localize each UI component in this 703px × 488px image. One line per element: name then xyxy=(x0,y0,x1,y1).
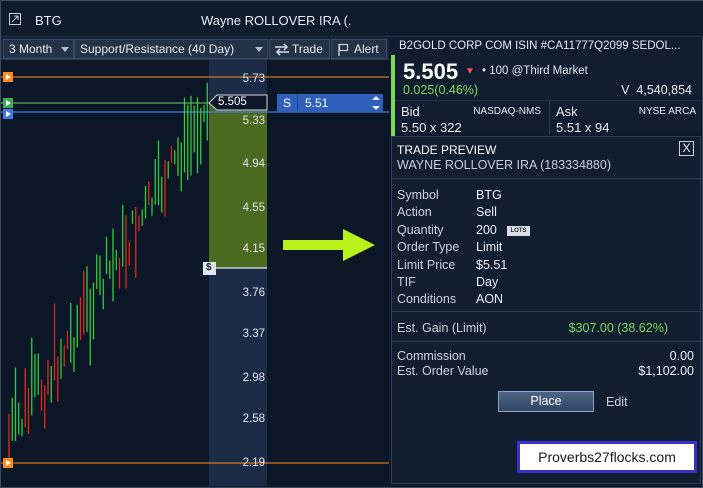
flag-icon xyxy=(338,43,349,56)
ask-box[interactable]: Ask NYSE ARCA 5.51 x 94 xyxy=(549,101,702,135)
row-key: Limit Price xyxy=(397,258,456,272)
security-description: B2GOLD CORP COM ISIN #CA11777Q2099 SEDOL… xyxy=(399,40,681,52)
row-value: Day xyxy=(476,275,499,289)
limit-order-tag[interactable] xyxy=(277,94,383,112)
gain-label: Est. Gain (Limit) xyxy=(397,321,487,335)
price-tick: 5.73 xyxy=(242,73,265,85)
preview-account: WAYNE ROLLOVER IRA (183334880) xyxy=(397,158,611,172)
arrow-down-icon: ▼ xyxy=(465,66,475,77)
last-price-flag xyxy=(208,94,268,111)
chevron-down-icon[interactable] xyxy=(372,106,380,110)
row-value: AON xyxy=(476,292,504,306)
last-price-label: 5.505 xyxy=(218,96,247,108)
row-value: $5.51 xyxy=(476,258,508,272)
volume: V 4,540,854 xyxy=(621,83,692,97)
chevron-down-icon xyxy=(61,47,69,52)
alert-button[interactable]: Alert xyxy=(331,39,387,59)
trade-preview-panel: TRADE PREVIEW WAYNE ROLLOVER IRA (183334… xyxy=(391,136,702,484)
volume-label: V xyxy=(621,83,630,97)
limit-price-label: 5.51 xyxy=(305,96,329,110)
price-chart[interactable]: 5.73 5.33 4.94 4.55 4.15 3.76 3.37 2.98 … xyxy=(1,60,389,486)
price-tick: 3.37 xyxy=(242,328,265,340)
price-tick: 3.76 xyxy=(242,287,265,299)
watermark-text: Proverbs27flocks.com xyxy=(520,444,694,470)
candlestick-chart[interactable] xyxy=(1,60,389,486)
bid-value: 5.50 x 322 xyxy=(401,120,462,135)
tag-divider xyxy=(297,95,298,111)
price-tick: 2.58 xyxy=(242,413,265,425)
account-title[interactable]: Wayne ROLLOVER IRA (. xyxy=(201,13,352,28)
symbol-title[interactable]: BTG xyxy=(35,13,62,28)
order-value-label: Est. Order Value xyxy=(397,364,489,378)
preview-title: TRADE PREVIEW xyxy=(397,143,497,157)
divider xyxy=(392,178,702,179)
row-key: Order Type xyxy=(397,240,460,254)
chevron-down-icon xyxy=(255,47,263,52)
gain-value: $307.00 (38.62%) xyxy=(568,321,668,335)
title-bar: BTG Wayne ROLLOVER IRA (. xyxy=(1,1,703,37)
lots-badge: LOTS xyxy=(507,226,530,236)
bid-box[interactable]: Bid NASDAQ-NMS 5.50 x 322 xyxy=(395,101,547,135)
bid-exchange: NASDAQ-NMS xyxy=(473,106,541,117)
time-range-dropdown[interactable]: 3 Month xyxy=(3,39,74,59)
row-key: Conditions xyxy=(397,292,457,306)
play-icon xyxy=(6,111,11,117)
alert-label: Alert xyxy=(354,42,379,56)
last-size: • 100 @Third Market xyxy=(482,65,588,77)
ask-exchange: NYSE ARCA xyxy=(638,106,696,117)
divider xyxy=(392,311,702,312)
symbol-link-icon[interactable] xyxy=(9,13,21,25)
close-icon[interactable]: X xyxy=(679,141,694,156)
price-tick: 4.15 xyxy=(242,243,265,255)
price-tick: 4.55 xyxy=(242,202,265,214)
row-key: Symbol xyxy=(397,188,439,202)
study-dropdown[interactable]: Support/Resistance (40 Day) xyxy=(74,39,268,59)
row-value: BTG xyxy=(476,188,502,202)
last-size-text: 100 @Third Market xyxy=(489,65,588,77)
candles xyxy=(8,82,208,466)
play-icon xyxy=(6,100,11,106)
watermark-box: Proverbs27flocks.com xyxy=(517,441,697,473)
play-icon xyxy=(6,74,11,80)
dollar-icon: $ xyxy=(206,262,212,273)
last-price: 5.505 xyxy=(403,59,459,84)
edit-order-button[interactable]: Edit xyxy=(606,395,628,409)
arrow-right-icon xyxy=(283,229,375,261)
row-value: Limit xyxy=(476,240,503,254)
quote-panel: B2GOLD CORP COM ISIN #CA11777Q2099 SEDOL… xyxy=(391,38,702,170)
ask-label: Ask xyxy=(556,104,578,119)
volume-value: 4,540,854 xyxy=(636,83,692,97)
time-range-label: 3 Month xyxy=(9,42,53,56)
row-value: Sell xyxy=(476,205,497,219)
trade-arrows-icon xyxy=(275,43,289,56)
place-order-button[interactable]: Place xyxy=(498,391,594,412)
commission-label: Commission xyxy=(397,349,466,363)
trade-label: Trade xyxy=(292,42,323,56)
price-change: 0.025(0.46%) xyxy=(403,83,479,97)
order-value: $1,102.00 xyxy=(638,364,694,378)
row-value: 200 xyxy=(476,223,497,237)
cost-basis-marker[interactable] xyxy=(203,262,216,275)
ask-value: 5.51 x 94 xyxy=(556,120,610,135)
study-label: Support/Resistance (40 Day) xyxy=(80,42,235,56)
row-key: Action xyxy=(397,205,432,219)
commission-value: 0.00 xyxy=(669,349,694,363)
divider xyxy=(392,341,702,342)
chevron-up-icon[interactable] xyxy=(372,96,380,100)
quote-status-bar xyxy=(391,55,395,170)
price-tick: 2.19 xyxy=(242,457,265,469)
limit-side-label: S xyxy=(283,96,292,110)
bid-label: Bid xyxy=(401,104,420,119)
row-key: Quantity xyxy=(397,223,444,237)
chart-toolbar: 3 Month Support/Resistance (40 Day) Trad… xyxy=(1,38,389,60)
play-icon xyxy=(6,460,11,466)
trade-button[interactable]: Trade xyxy=(269,39,330,59)
bid-ask: Bid NASDAQ-NMS 5.50 x 322 Ask NYSE ARCA … xyxy=(395,100,702,136)
price-tick: 4.94 xyxy=(242,158,265,170)
price-tick: 5.33 xyxy=(242,115,265,127)
price-tick: 2.98 xyxy=(242,372,265,384)
row-key: TIF xyxy=(397,275,416,289)
gain-highlight xyxy=(209,103,267,268)
